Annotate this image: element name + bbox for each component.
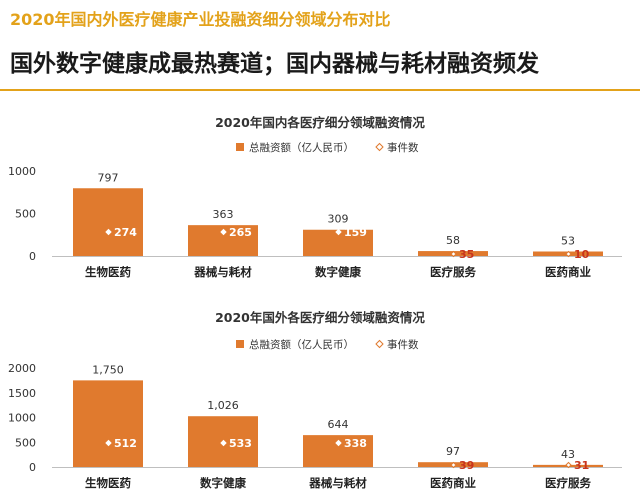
chart-1-bar-value-label: 1,026: [207, 399, 239, 412]
chart-0-category-label: 医疗服务: [430, 265, 476, 279]
chart-0-category-label: 数字健康: [315, 265, 361, 279]
chart-0-category-label: 器械与耗材: [193, 265, 252, 279]
chart-1-event-label: 39: [459, 459, 474, 472]
chart-0-category-label: 医药商业: [545, 265, 591, 279]
chart-1-ytick-label: 0: [29, 461, 36, 474]
chart-0-legend-marker-label: 事件数: [387, 141, 419, 154]
chart-0-bar-value-label: 309: [328, 213, 349, 226]
page-headline: 国外数字健康成最热赛道；国内器械与耗材融资频发: [10, 51, 539, 77]
chart-0-event-marker: [335, 228, 342, 236]
chart-1-ytick-label: 500: [15, 436, 36, 449]
chart-0-bar-value-label: 53: [561, 234, 575, 247]
chart-1-event-label: 512: [114, 437, 137, 450]
chart-1-category-label: 医疗服务: [545, 476, 591, 490]
chart-0-legend-marker: [375, 142, 384, 152]
chart-1-category-label: 生物医药: [85, 476, 131, 490]
chart-1-event-marker: [105, 439, 112, 447]
chart-0-legend-bar-label: 总融资额（亿人民币）: [249, 141, 354, 154]
chart-1-title: 2020年国外各医疗细分领域融资情况: [215, 310, 425, 325]
chart-0-bar-value-label: 363: [213, 208, 234, 221]
chart-1-ytick-label: 1000: [8, 412, 36, 425]
chart-1-bar-value-label: 1,750: [92, 363, 124, 376]
chart-1-bar: [73, 380, 143, 467]
chart-0-ytick-label: 1000: [8, 165, 36, 178]
chart-0-event-marker: [565, 250, 572, 258]
chart-1-event-marker: [450, 461, 457, 469]
chart-1-event-label: 533: [229, 437, 252, 450]
chart-1-legend-bar-label: 总融资额（亿人民币）: [249, 338, 354, 351]
chart-0-event-label: 159: [344, 226, 367, 239]
chart-0-event-label: 265: [229, 226, 252, 239]
chart-0-event-marker: [450, 250, 457, 258]
chart-0-event-label: 35: [459, 248, 474, 261]
chart-1-event-marker: [220, 439, 227, 447]
chart-1-bar-value-label: 43: [561, 448, 575, 461]
page-header-title: 2020年国内外医疗健康产业投融资细分领域分布对比: [10, 10, 391, 29]
chart-0-legend-swatch: [236, 143, 244, 151]
chart-1-bar-value-label: 644: [328, 418, 349, 431]
chart-0-event-label: 274: [114, 226, 137, 239]
chart-0-bar-value-label: 58: [446, 234, 460, 247]
chart-1-ytick-label: 2000: [8, 362, 36, 375]
chart-1-event-label: 31: [574, 459, 589, 472]
chart-0-bar: [73, 188, 143, 256]
chart-1-category-label: 器械与耗材: [308, 476, 367, 490]
chart-0-title: 2020年国内各医疗细分领域融资情况: [215, 115, 425, 130]
chart-1-category-label: 数字健康: [200, 476, 246, 490]
chart-1-event-label: 338: [344, 437, 367, 450]
chart-1-legend-marker-label: 事件数: [387, 338, 419, 351]
header-divider: [0, 89, 640, 91]
chart-1-legend-swatch: [236, 340, 244, 348]
chart-1-bar-value-label: 97: [446, 445, 460, 458]
chart-0-bar-value-label: 797: [98, 171, 119, 184]
chart-1-category-label: 医药商业: [430, 476, 476, 490]
chart-1-event-marker: [565, 461, 572, 469]
chart-1-ytick-label: 1500: [8, 387, 36, 400]
chart-1-legend-marker: [375, 339, 384, 349]
chart-0-event-marker: [105, 228, 112, 236]
chart-1-event-marker: [335, 439, 342, 447]
chart-0-category-label: 生物医药: [85, 265, 131, 279]
chart-0-ytick-label: 0: [29, 250, 36, 263]
chart-0-ytick-label: 500: [15, 208, 36, 221]
chart-0-event-label: 10: [574, 248, 590, 261]
chart-0-event-marker: [220, 228, 227, 236]
